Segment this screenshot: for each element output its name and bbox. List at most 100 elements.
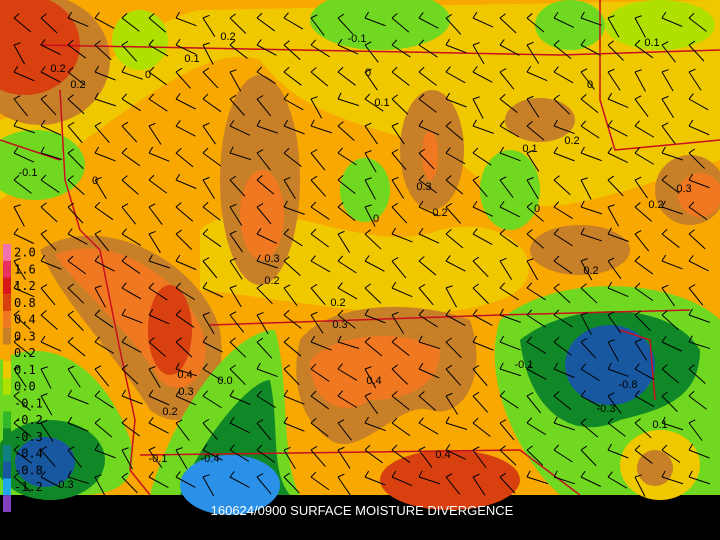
barb-flag bbox=[121, 472, 129, 478]
barb bbox=[337, 368, 358, 381]
barb-flag bbox=[391, 122, 399, 127]
barb-flag bbox=[580, 11, 585, 19]
barb-flag bbox=[121, 389, 127, 397]
barb bbox=[283, 233, 303, 247]
barb-flag bbox=[67, 337, 74, 343]
barb bbox=[607, 476, 628, 489]
barb-flag bbox=[310, 14, 318, 19]
barb bbox=[364, 476, 386, 486]
barb bbox=[580, 233, 603, 242]
barb-flag bbox=[391, 364, 398, 370]
barb bbox=[526, 125, 545, 141]
barb-flag bbox=[580, 39, 586, 46]
barb-flag bbox=[499, 228, 506, 235]
border bbox=[619, 329, 656, 401]
barb-flag bbox=[364, 337, 371, 343]
barb-flag bbox=[121, 336, 127, 343]
legend-swatch bbox=[3, 394, 11, 412]
barb bbox=[121, 17, 140, 32]
barb bbox=[499, 125, 520, 138]
legend-label: 0.1 bbox=[14, 363, 36, 377]
barb bbox=[472, 314, 493, 326]
barb bbox=[526, 44, 540, 64]
barb bbox=[418, 314, 438, 328]
barb bbox=[418, 260, 437, 276]
barb-flag bbox=[580, 471, 586, 478]
barb bbox=[256, 71, 276, 85]
barb-flag bbox=[553, 228, 560, 235]
barb-flag bbox=[40, 419, 48, 424]
barb-flag bbox=[175, 309, 182, 316]
barb bbox=[337, 314, 356, 329]
barb-flag bbox=[175, 362, 180, 370]
barb bbox=[337, 260, 357, 274]
barb-flag bbox=[202, 281, 208, 289]
barb-flag bbox=[445, 443, 451, 451]
barb bbox=[364, 287, 382, 304]
barb bbox=[418, 233, 440, 244]
barb bbox=[634, 233, 650, 252]
contour-label: 0.3 bbox=[264, 253, 279, 265]
barb bbox=[445, 287, 458, 308]
barb-flag bbox=[13, 95, 21, 100]
barb bbox=[634, 206, 652, 222]
barb-flag bbox=[526, 13, 533, 19]
barb-flag bbox=[202, 228, 209, 235]
legend-label: -0.4 bbox=[14, 447, 43, 461]
legend-label: 2.0 bbox=[14, 246, 36, 260]
barb bbox=[283, 260, 301, 277]
contour-label: -0.1 bbox=[348, 33, 367, 45]
barb bbox=[121, 179, 139, 195]
barb-flag bbox=[229, 285, 237, 289]
barb bbox=[202, 152, 222, 167]
barb bbox=[337, 395, 358, 408]
barb bbox=[607, 152, 629, 164]
barb bbox=[148, 206, 163, 225]
barb-flag bbox=[310, 39, 317, 46]
barb bbox=[13, 341, 32, 357]
wind-barbs bbox=[13, 11, 711, 497]
barb bbox=[13, 125, 36, 134]
barb-flag bbox=[607, 417, 614, 424]
barb-flag bbox=[148, 66, 155, 73]
barb-flag bbox=[229, 417, 235, 424]
barb-flag bbox=[499, 390, 506, 397]
barb-flag bbox=[337, 309, 344, 316]
barb bbox=[499, 71, 515, 90]
barb bbox=[229, 314, 245, 333]
barb-flag bbox=[256, 254, 261, 262]
barb bbox=[661, 98, 674, 118]
barb bbox=[499, 476, 516, 494]
barb bbox=[40, 287, 56, 306]
field bbox=[0, 0, 720, 207]
barb bbox=[283, 422, 305, 432]
barb bbox=[445, 125, 464, 141]
barb-flag bbox=[418, 39, 425, 46]
legend-label: -0.8 bbox=[14, 463, 43, 477]
contour-label: -0.1 bbox=[19, 167, 38, 179]
barb-flag bbox=[148, 308, 154, 316]
barb bbox=[67, 179, 85, 196]
barb-flag bbox=[661, 470, 666, 478]
barb bbox=[175, 368, 198, 377]
barb bbox=[121, 368, 139, 385]
barb-flag bbox=[418, 148, 426, 154]
barb-flag bbox=[553, 416, 558, 424]
barb-flag bbox=[472, 66, 478, 73]
barb bbox=[94, 260, 115, 272]
legend-swatch bbox=[3, 361, 11, 378]
barb-flag bbox=[607, 68, 615, 73]
barb bbox=[607, 395, 622, 414]
barb bbox=[634, 125, 655, 138]
barb bbox=[94, 287, 106, 308]
field bbox=[422, 130, 438, 180]
barb-flag bbox=[391, 311, 399, 316]
barb bbox=[607, 368, 629, 377]
barb-flag bbox=[67, 470, 72, 478]
barb bbox=[364, 17, 386, 27]
barb bbox=[364, 395, 379, 415]
barb bbox=[13, 395, 31, 411]
barb bbox=[661, 395, 678, 413]
barb-flag bbox=[337, 230, 345, 235]
barb-flag bbox=[553, 119, 558, 127]
